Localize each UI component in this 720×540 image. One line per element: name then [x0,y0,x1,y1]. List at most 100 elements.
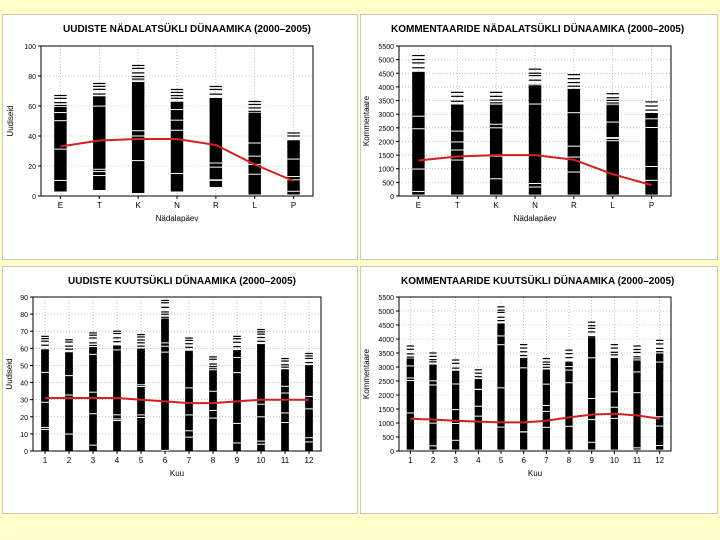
x-tick-label: 10 [257,456,266,465]
data-strip [497,306,505,450]
y-tick-label: 20 [20,415,28,422]
x-tick-label: R [571,201,577,210]
data-strip [429,352,437,450]
chart-title: KOMMENTAARIDE KUUTSÜKLI DÜNAAMIKA (2000–… [401,274,674,287]
data-strip [248,100,261,195]
y-tick-label: 0 [390,194,394,201]
data-strip [474,369,482,450]
x-axis-label: Nädalapäev [514,214,557,223]
data-strip [520,343,528,450]
y-tick-label: 4500 [378,323,394,330]
data-strip [489,91,503,195]
y-tick-label: 1000 [378,167,394,174]
y-tick-label: 50 [20,363,28,370]
data-strip [656,339,664,450]
data-strip [93,82,106,190]
x-tick-label: T [455,201,460,210]
x-tick-label: 9 [235,456,240,465]
y-tick-label: 0 [24,449,28,456]
y-tick-label: 500 [382,435,394,442]
data-strip [209,356,217,451]
y-tick-label: 2000 [378,393,394,400]
x-tick-label: K [493,201,499,210]
data-strip-body [528,84,542,195]
x-tick-label: K [135,201,141,210]
chart-title: KOMMENTAARIDE NÄDALATSÜKLI DÜNAAMIKA (20… [391,22,684,35]
x-tick-label: 6 [163,456,168,465]
data-strip-body [281,369,289,451]
y-axis-label: Kommentaare [362,348,371,399]
data-strip-body [305,365,313,451]
data-strip-body [489,104,503,195]
x-tick-label: P [649,201,654,210]
data-strip [565,349,573,450]
x-tick-label: 5 [499,456,504,465]
data-strip-body [209,368,217,451]
data-strip-body [497,323,505,450]
data-strip [305,352,313,451]
panel-news-month: UUDISTE KUUTSÜKLI DÜNAAMIKA (2000–2005) 0… [2,266,358,514]
trend-line [418,154,652,187]
data-strip [406,345,414,450]
x-tick-label: 7 [187,456,192,465]
x-tick-label: N [174,201,180,210]
chart-comments-month: KOMMENTAARIDE KUUTSÜKLI DÜNAAMIKA (2000–… [362,274,674,478]
data-strip [185,337,193,451]
y-tick-label: 5000 [378,58,394,65]
chart-comments-weekday: KOMMENTAARIDE NÄDALATSÜKLI DÜNAAMIKA (20… [362,22,684,223]
data-strip [65,339,73,451]
x-tick-label: 9 [589,456,594,465]
y-tick-label: 2500 [378,126,394,133]
x-tick-label: E [58,201,63,210]
y-tick-label: 5500 [378,44,394,51]
x-tick-label: T [97,201,102,210]
data-strip [89,332,97,451]
y-tick-label: 0 [390,449,394,456]
y-tick-label: 80 [28,74,36,81]
x-axis-label: Kuu [528,469,542,478]
plot-frame [398,296,672,452]
data-strip-body [406,358,414,450]
chart-title: UUDISTE NÄDALATSÜKLI DÜNAAMIKA (2000–200… [63,22,311,35]
data-strip [528,68,542,195]
data-strip [606,93,619,195]
x-tick-label: E [416,201,421,210]
y-tick-label: 40 [28,134,36,141]
data-strip [281,357,289,451]
data-strip-body [65,353,73,451]
data-strip-body [209,98,223,187]
data-strip [257,328,265,451]
x-tick-label: 6 [521,456,526,465]
x-tick-label: 12 [305,456,314,465]
data-strip [452,359,460,450]
data-strip-body [452,370,460,450]
data-strip-body [565,362,573,450]
y-axis-label: Uudiseid [5,358,14,389]
data-strip-body [429,364,437,450]
data-strip [287,132,300,195]
data-strip [209,85,223,187]
data-strip-body [567,89,581,195]
data-strip [41,335,49,451]
y-tick-label: 20 [28,164,36,171]
trend-line [410,412,660,424]
data-strip [588,321,596,450]
data-strip [170,88,184,192]
x-tick-label: 8 [567,456,572,465]
chart-news-weekday: UUDISTE NÄDALATSÜKLI DÜNAAMIKA (2000–200… [6,22,314,223]
y-tick-label: 3500 [378,351,394,358]
y-tick-label: 2500 [378,379,394,386]
data-strip-body [170,101,184,192]
data-strip [161,299,169,451]
x-tick-label: N [532,201,538,210]
data-strip [113,330,121,451]
data-strip [451,91,464,195]
y-tick-label: 10 [20,432,28,439]
x-axis-label: Kuu [170,469,184,478]
data-strip-body [161,318,169,451]
data-strip-body [542,369,550,450]
y-tick-label: 4500 [378,71,394,78]
x-tick-label: 10 [610,456,619,465]
data-strip-body [633,358,641,450]
y-axis-label: Kommentaare [362,95,371,146]
